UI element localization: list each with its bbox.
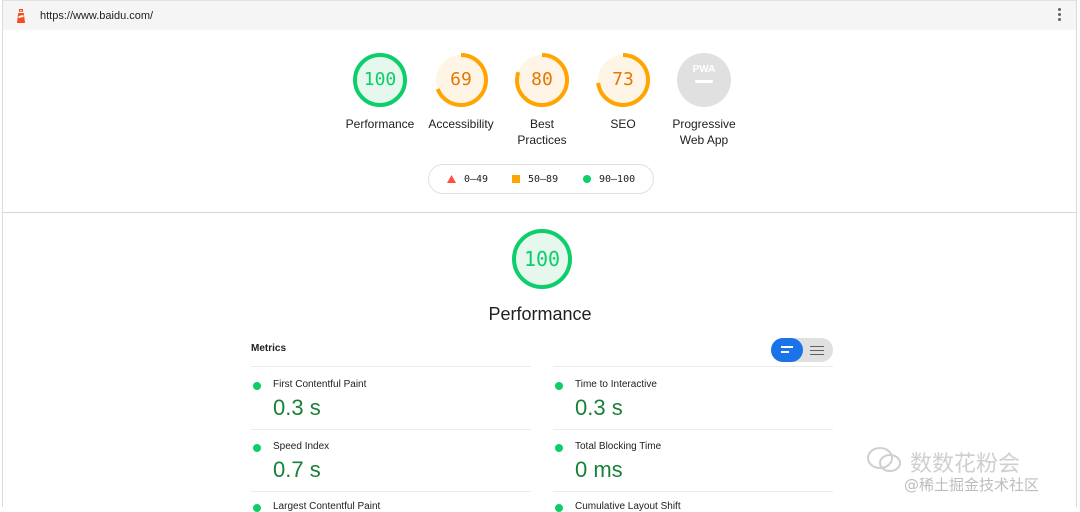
metric-name: Speed Index bbox=[273, 441, 330, 452]
metric-divider bbox=[553, 366, 833, 367]
toggle-summary-view[interactable] bbox=[771, 338, 803, 362]
performance-score: 100 bbox=[523, 247, 561, 271]
legend-average-label: 50–89 bbox=[528, 174, 559, 185]
gauge-best-practices[interactable]: 80 Best Practices bbox=[502, 52, 582, 148]
report-url[interactable]: https://www.baidu.com/ bbox=[40, 10, 154, 22]
metric-name: First Contentful Paint bbox=[273, 379, 367, 390]
metric-value: 0 ms bbox=[575, 457, 623, 482]
pass-dot-icon bbox=[253, 504, 261, 512]
category-title: Performance bbox=[488, 304, 592, 324]
metrics-heading: Metrics bbox=[251, 343, 287, 354]
legend-pass-label: 90–100 bbox=[599, 174, 636, 185]
gauge-label: Performance bbox=[345, 117, 415, 131]
gauge-ring bbox=[596, 53, 650, 107]
score-legend: 0–49 50–89 90–100 bbox=[428, 164, 654, 194]
performance-gauge: 100 bbox=[502, 228, 582, 290]
wechat-icon bbox=[867, 447, 901, 472]
summary-gauges: 100 Performance 69 Accessibility 80 Best… bbox=[0, 52, 1080, 162]
triangle-icon bbox=[447, 175, 456, 183]
watermark-line2: @稀土掘金技术社区 bbox=[904, 476, 1040, 494]
report-topbar: https://www.baidu.com/ bbox=[3, 0, 1076, 30]
gauge-ring bbox=[434, 53, 488, 107]
metric-name: Total Blocking Time bbox=[575, 441, 662, 452]
pass-dot-icon bbox=[555, 382, 563, 390]
legend-pass: 90–100 bbox=[583, 174, 635, 185]
section-divider bbox=[3, 212, 1076, 213]
kebab-menu-icon[interactable] bbox=[1058, 8, 1062, 22]
gauge-pwa[interactable]: PWA Progressive Web App bbox=[664, 52, 744, 148]
legend-fail-label: 0–49 bbox=[464, 174, 489, 185]
gauge-ring bbox=[512, 229, 572, 289]
summary-lines-icon bbox=[781, 346, 793, 356]
metric-divider bbox=[251, 491, 531, 492]
legend-average: 50–89 bbox=[512, 174, 558, 185]
metric-value: 0.3 s bbox=[575, 395, 623, 420]
pwa-badge-text: PWA bbox=[693, 64, 716, 75]
pass-dot-icon bbox=[555, 444, 563, 452]
metrics-view-toggle bbox=[771, 338, 833, 362]
gauge-label: Progressive Web App bbox=[672, 117, 736, 147]
metric-divider bbox=[553, 491, 833, 492]
gauge-seo[interactable]: 73 SEO bbox=[583, 52, 663, 132]
detail-lines-icon bbox=[810, 346, 824, 358]
gauge-accessibility[interactable]: 69 Accessibility bbox=[421, 52, 501, 132]
gauge-score: 69 bbox=[450, 69, 472, 90]
gauge-ring bbox=[515, 53, 569, 107]
pass-dot-icon bbox=[253, 382, 261, 390]
pwa-badge-icon: PWA bbox=[677, 53, 731, 107]
metric-value: 0.7 s bbox=[273, 457, 321, 482]
metric-name: Time to Interactive bbox=[575, 379, 657, 390]
gauge-ring bbox=[353, 53, 407, 107]
gauge-score: 100 bbox=[363, 69, 397, 90]
gauge-label: Best Practices bbox=[517, 117, 567, 147]
pass-dot-icon bbox=[555, 504, 563, 512]
gauge-score: 80 bbox=[531, 69, 553, 90]
gauge-score: 73 bbox=[612, 69, 634, 90]
gauge-label: SEO bbox=[610, 117, 636, 131]
gauge-label: Accessibility bbox=[428, 117, 494, 131]
metric-divider bbox=[251, 429, 531, 430]
pass-dot-icon bbox=[253, 444, 261, 452]
circle-icon bbox=[583, 175, 591, 183]
square-icon bbox=[512, 175, 520, 183]
watermark-line1: 数数花粉会 bbox=[910, 452, 1021, 477]
metric-divider bbox=[251, 366, 531, 367]
metric-divider bbox=[553, 429, 833, 430]
metric-value: 0.3 s bbox=[273, 395, 321, 420]
legend-fail: 0–49 bbox=[447, 174, 488, 185]
gauge-performance[interactable]: 100 Performance bbox=[340, 52, 420, 132]
lighthouse-icon bbox=[17, 9, 25, 23]
toggle-description-view[interactable] bbox=[803, 338, 833, 362]
